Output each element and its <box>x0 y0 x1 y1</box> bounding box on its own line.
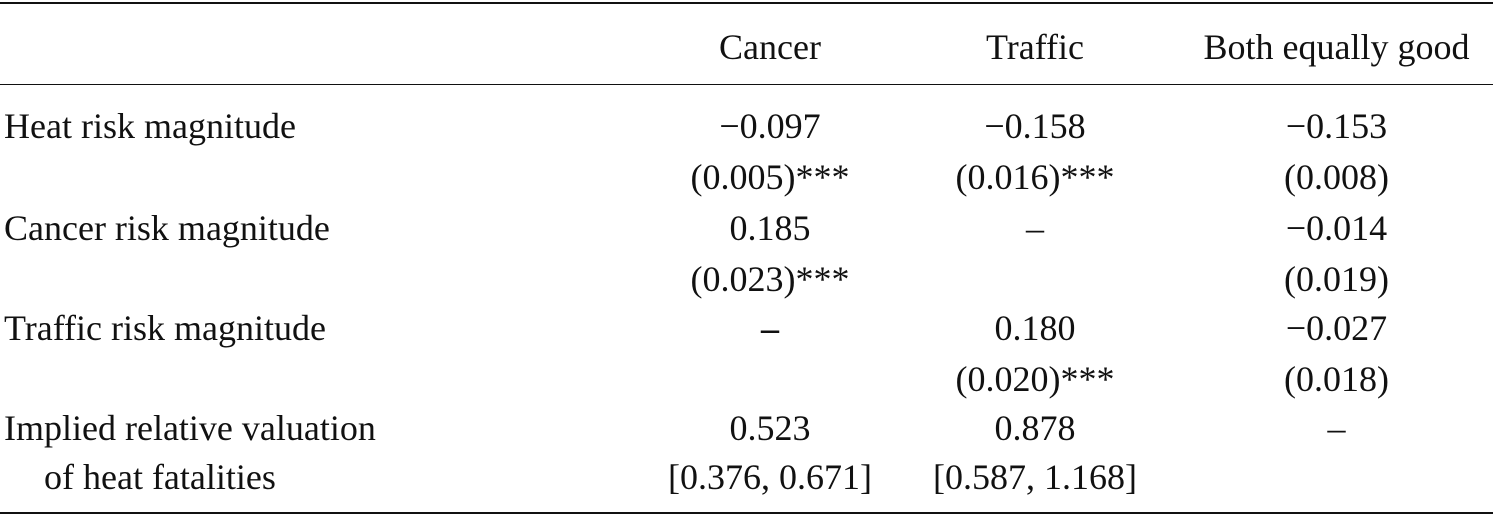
coef-valuation-traffic: 0.878 <box>994 408 1076 448</box>
row-label-implied-valuation-continued: of heat fatalities <box>44 457 276 497</box>
row-label-traffic-risk: Traffic risk magnitude <box>4 308 326 348</box>
coef-valuation-cancer: 0.523 <box>729 408 811 448</box>
row-label-cancer-risk: Cancer risk magnitude <box>4 208 330 248</box>
header-rule <box>0 84 1493 85</box>
top-rule <box>0 2 1493 4</box>
coef-cancer-traffic: – <box>1026 208 1044 248</box>
se-heat-both: (0.008) <box>1284 157 1389 197</box>
coef-cancer-cancer: 0.185 <box>729 208 811 248</box>
ci-valuation-traffic: [0.587, 1.168] <box>933 457 1137 497</box>
coef-traffic-both: −0.027 <box>1285 308 1388 348</box>
coef-traffic-traffic: 0.180 <box>994 308 1076 348</box>
se-heat-traffic: (0.016)*** <box>955 157 1115 197</box>
se-cancer-both: (0.019) <box>1284 259 1389 299</box>
coef-valuation-both: – <box>1327 408 1346 448</box>
column-header-traffic: Traffic <box>986 27 1084 67</box>
coef-cancer-both: −0.014 <box>1285 208 1388 248</box>
coef-heat-traffic: −0.158 <box>984 106 1086 146</box>
se-cancer-cancer: (0.023)*** <box>690 259 850 299</box>
se-traffic-both: (0.018) <box>1284 359 1389 399</box>
bottom-rule <box>0 512 1493 514</box>
column-header-cancer: Cancer <box>719 27 821 67</box>
coef-heat-both: −0.153 <box>1285 106 1388 146</box>
column-header-both-equally-good: Both equally good <box>1203 27 1470 67</box>
ci-valuation-cancer: [0.376, 0.671] <box>668 457 872 497</box>
row-label-heat-risk: Heat risk magnitude <box>4 106 296 146</box>
coef-heat-cancer: −0.097 <box>719 106 821 146</box>
coef-traffic-cancer: – <box>761 308 779 348</box>
se-traffic-traffic: (0.020)*** <box>955 359 1115 399</box>
row-label-implied-valuation: Implied relative valuation <box>4 408 376 448</box>
se-heat-cancer: (0.005)*** <box>690 157 850 197</box>
